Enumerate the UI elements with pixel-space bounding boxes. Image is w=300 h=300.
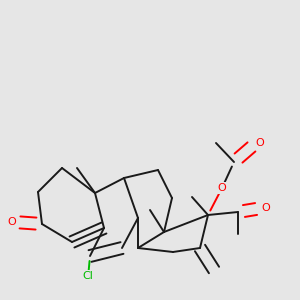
Text: Cl: Cl [82, 271, 93, 281]
Text: O: O [8, 217, 16, 227]
Text: O: O [262, 203, 270, 213]
Text: O: O [218, 183, 226, 193]
Text: O: O [256, 138, 264, 148]
